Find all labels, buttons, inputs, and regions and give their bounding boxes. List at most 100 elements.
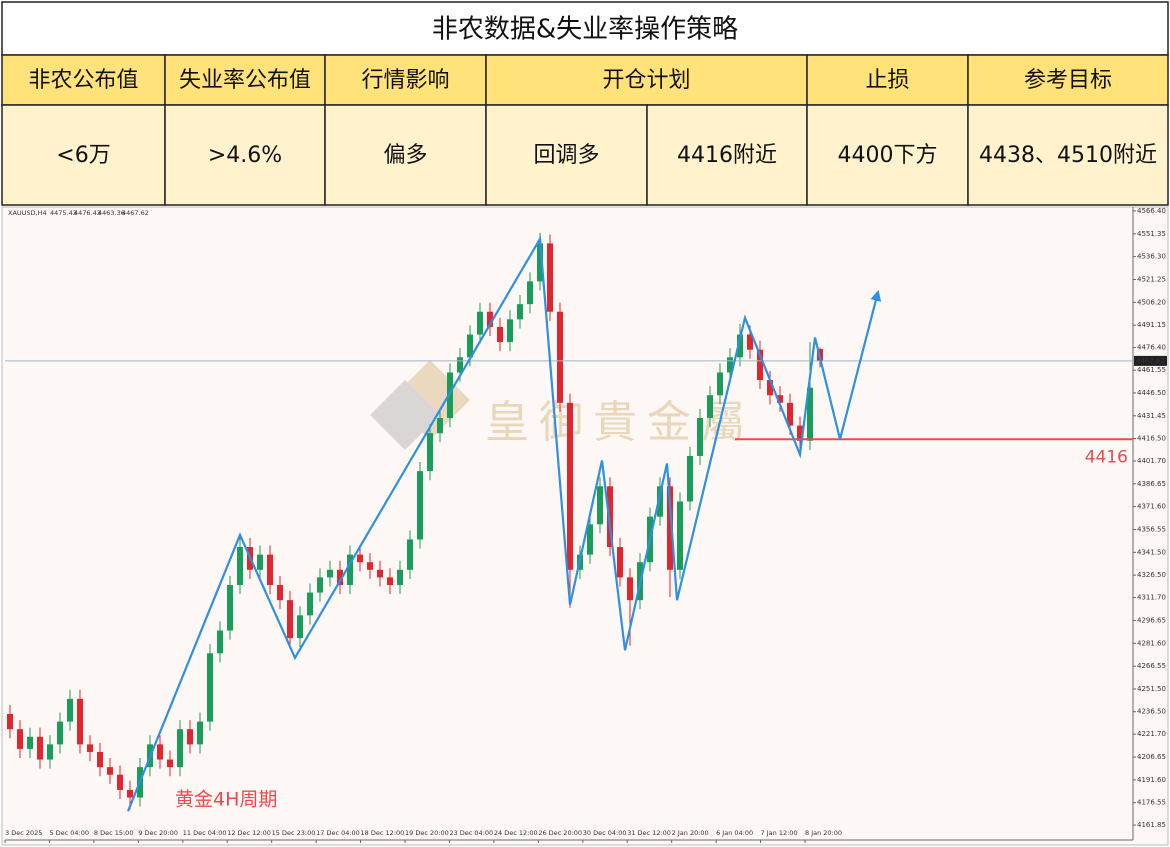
candle-body (597, 486, 603, 525)
x-tick-label: 26 Dec 20:00 (538, 829, 582, 837)
table-title: 非农数据&失业率操作策略 (432, 15, 738, 45)
candle-body (487, 311, 493, 327)
y-tick-label: 4221.70 (1137, 730, 1166, 738)
chart-ohlc: 4467.62 (122, 209, 149, 217)
x-tick-label: 2 Jan 20:00 (672, 829, 709, 837)
data-text: 偏多 (383, 143, 427, 168)
candle-body (117, 774, 123, 790)
candle-body (327, 569, 333, 578)
candle-body (687, 455, 693, 502)
candle-body (547, 243, 553, 312)
chart-ohlc: 4476.43 (74, 209, 101, 217)
y-tick-label: 4491.15 (1137, 321, 1166, 329)
header-cell (164, 54, 326, 106)
candle-body (177, 729, 183, 768)
candle-body (707, 395, 713, 418)
candle-body (777, 395, 783, 403)
candle-body (17, 729, 23, 749)
candle-body (357, 554, 363, 563)
y-tick-label: 4476.40 (1137, 344, 1166, 352)
y-tick-label: 4176.55 (1137, 799, 1166, 807)
data-text: 4438、4510附近 (979, 143, 1157, 168)
candle-body (77, 698, 83, 745)
candle-body (557, 311, 563, 403)
data-cell (164, 104, 326, 206)
candle-body (97, 751, 103, 768)
header-text: 开仓计划 (602, 68, 690, 93)
y-tick-label: 4416.50 (1137, 434, 1166, 442)
candle-body (727, 357, 733, 373)
data-cell (1, 104, 166, 206)
data-text: 4400下方 (838, 143, 938, 168)
header-text: 止损 (865, 68, 909, 93)
candle-body (787, 402, 793, 426)
candle-body (617, 547, 623, 578)
candle-body (157, 744, 163, 760)
candle-body (107, 767, 113, 775)
x-tick-label: 17 Dec 04:00 (316, 829, 360, 837)
candle-body (807, 387, 813, 441)
candle-body (397, 569, 403, 585)
data-text: 4416附近 (677, 143, 777, 168)
y-tick-label: 4206.65 (1137, 753, 1166, 761)
candle-body (287, 600, 293, 639)
candle-body (87, 744, 93, 752)
candle-body (7, 714, 13, 730)
y-tick-label: 4311.70 (1137, 594, 1166, 602)
y-tick-label: 4326.50 (1137, 571, 1166, 579)
y-tick-label: 4506.20 (1137, 298, 1166, 306)
candle-body (457, 357, 463, 373)
title-cell (1, 1, 1169, 56)
header-cell (1, 54, 166, 106)
y-tick-label: 4251.50 (1137, 685, 1166, 693)
candle-body (587, 524, 593, 555)
y-tick-label: 4371.60 (1137, 503, 1166, 511)
candle-body (627, 577, 633, 601)
y-tick-label: 4431.45 (1137, 412, 1166, 420)
data-cell (967, 104, 1169, 206)
x-tick-label: 12 Dec 12:00 (227, 829, 271, 837)
candle-body (227, 584, 233, 631)
plot: 4566.40 4551.35 4536.30 4521.25 4506.20 4491.… (4, 207, 1167, 843)
x-tick-label: 5 Dec 04:00 (49, 829, 89, 837)
y-tick-label: 4551.35 (1137, 230, 1166, 238)
y-tick-label: 4446.50 (1137, 389, 1166, 397)
x-tick-label: 15 Dec 23:00 (272, 829, 316, 837)
annotation: 黄金4H周期 (175, 789, 277, 811)
header-text: 行情影响 (361, 68, 449, 93)
candle-body (427, 433, 433, 472)
candle-body (197, 721, 203, 745)
candle-body (337, 569, 343, 585)
x-tick-label: 6 Jan 04:00 (716, 829, 753, 837)
y-tick-label: 4566.40 (1137, 207, 1166, 215)
candle-body (737, 334, 743, 358)
header-cell (806, 54, 969, 106)
y-tick-label: 4341.50 (1137, 548, 1166, 556)
x-tick-label: 9 Dec 20:00 (138, 829, 178, 837)
candle-body (517, 304, 523, 320)
data-text: >4.6% (208, 143, 282, 168)
candle-body (477, 311, 483, 335)
candle-body (377, 569, 383, 578)
candle-body (527, 281, 533, 305)
candle-body (207, 653, 213, 722)
candle-body (467, 334, 473, 358)
candle-body (407, 539, 413, 570)
candle-body (657, 486, 663, 517)
header-text: 非农公布值 (28, 68, 138, 93)
current-price-tag (1134, 355, 1167, 366)
candle-body (37, 736, 43, 760)
y-tick-label: 4161.85 (1137, 821, 1166, 829)
y-tick-label: 4401.70 (1137, 457, 1166, 465)
candle-body (347, 554, 353, 585)
y-tick-label: 4191.60 (1137, 776, 1166, 784)
candle-body (307, 592, 313, 616)
x-tick-label: 19 Dec 20:00 (405, 829, 449, 837)
level-label: 4416 (1085, 447, 1128, 467)
candle-body (537, 243, 543, 282)
candle-body (277, 584, 283, 601)
y-tick-label: 4236.50 (1137, 708, 1166, 716)
candle-body (237, 547, 243, 585)
candle-body (717, 372, 723, 396)
y-tick-label: 4536.30 (1137, 253, 1166, 261)
